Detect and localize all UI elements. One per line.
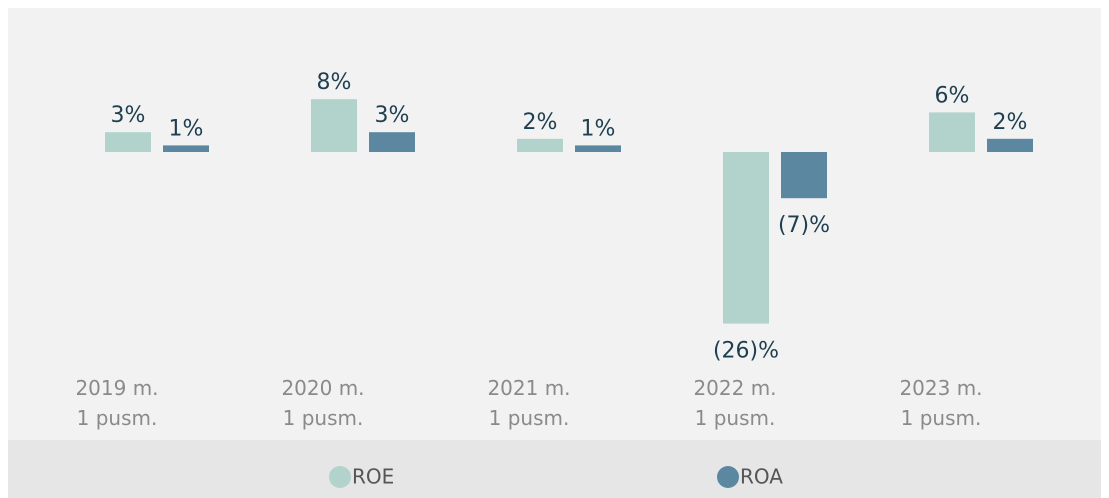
- bar: [105, 132, 151, 152]
- bar: [723, 152, 769, 324]
- bar: [163, 145, 209, 152]
- data-label: 2%: [993, 110, 1028, 135]
- legend-swatch: [329, 466, 351, 488]
- x-tick-label: 2020 m. 1 pusm.: [281, 376, 365, 430]
- x-tick-label: 2022 m. 1 pusm.: [693, 376, 777, 430]
- bar: [369, 132, 415, 152]
- legend-label: ROA: [740, 465, 783, 489]
- bar: [929, 112, 975, 152]
- legend-swatch: [717, 466, 739, 488]
- data-label: 3%: [111, 103, 146, 128]
- data-label: 8%: [317, 70, 352, 95]
- data-label: 1%: [169, 116, 204, 141]
- bar: [781, 152, 827, 199]
- data-label: 6%: [935, 83, 970, 108]
- bar: [311, 99, 357, 152]
- data-label: 3%: [375, 103, 410, 128]
- bar: [575, 145, 621, 152]
- x-tick-label: 2021 m. 1 pusm.: [487, 376, 571, 430]
- data-label: 2%: [523, 110, 558, 135]
- x-tick-label: 2019 m. 1 pusm.: [75, 376, 159, 430]
- bar: [517, 138, 563, 152]
- data-label: (7)%: [778, 213, 830, 238]
- x-tick-label: 2023 m. 1 pusm.: [899, 376, 983, 430]
- legend-label: ROE: [352, 465, 394, 489]
- legend-background: [8, 440, 1101, 498]
- bar: [987, 138, 1033, 152]
- plot-background: [8, 8, 1101, 440]
- data-label: 1%: [581, 116, 616, 141]
- data-label: (26)%: [713, 339, 779, 364]
